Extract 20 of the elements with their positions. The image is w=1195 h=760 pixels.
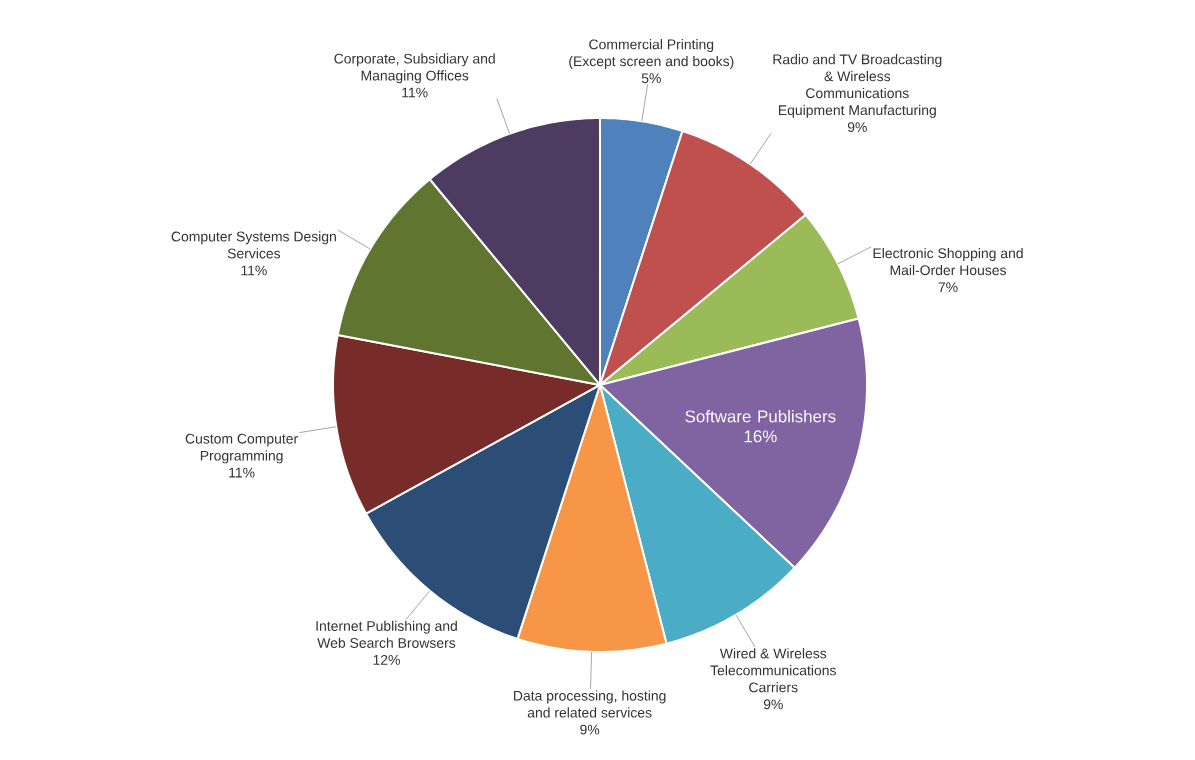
slice-label: Data processing, hosting and related services — [514, 690, 666, 718]
data-label: 9% — [847, 122, 867, 133]
data-label: 11% — [402, 87, 428, 98]
slice-label: Electronic Shopping and Mail-Order Houses — [873, 247, 1023, 276]
data-label: 12% — [373, 654, 400, 665]
slice-label: Internet Publishing and Web Search Browsers — [316, 620, 457, 648]
data-label: 11% — [229, 467, 255, 478]
data-label: 7% — [938, 282, 958, 293]
data-label: 9% — [580, 724, 600, 735]
slice-label: Computer Systems Design Services — [171, 231, 336, 259]
data-label: 11% — [241, 265, 267, 276]
slice-label: Wired & Wireless Telecommunications Carriers — [710, 648, 836, 693]
slice-label: Custom Computer Programming — [185, 433, 298, 464]
slice-label: Software Publishers — [685, 409, 836, 423]
data-label: 16% — [744, 430, 777, 443]
slice-label: Corporate, Subsidiary and Managing Offices — [334, 53, 495, 84]
slice-label: Radio and TV Broadcasting & Wireless Communications Equipment Manufacturing — [773, 54, 942, 118]
slice-label: Commercial Printing (Except screen and books) — [569, 39, 734, 69]
data-label: 9% — [763, 699, 783, 710]
data-label: 5% — [641, 73, 661, 84]
